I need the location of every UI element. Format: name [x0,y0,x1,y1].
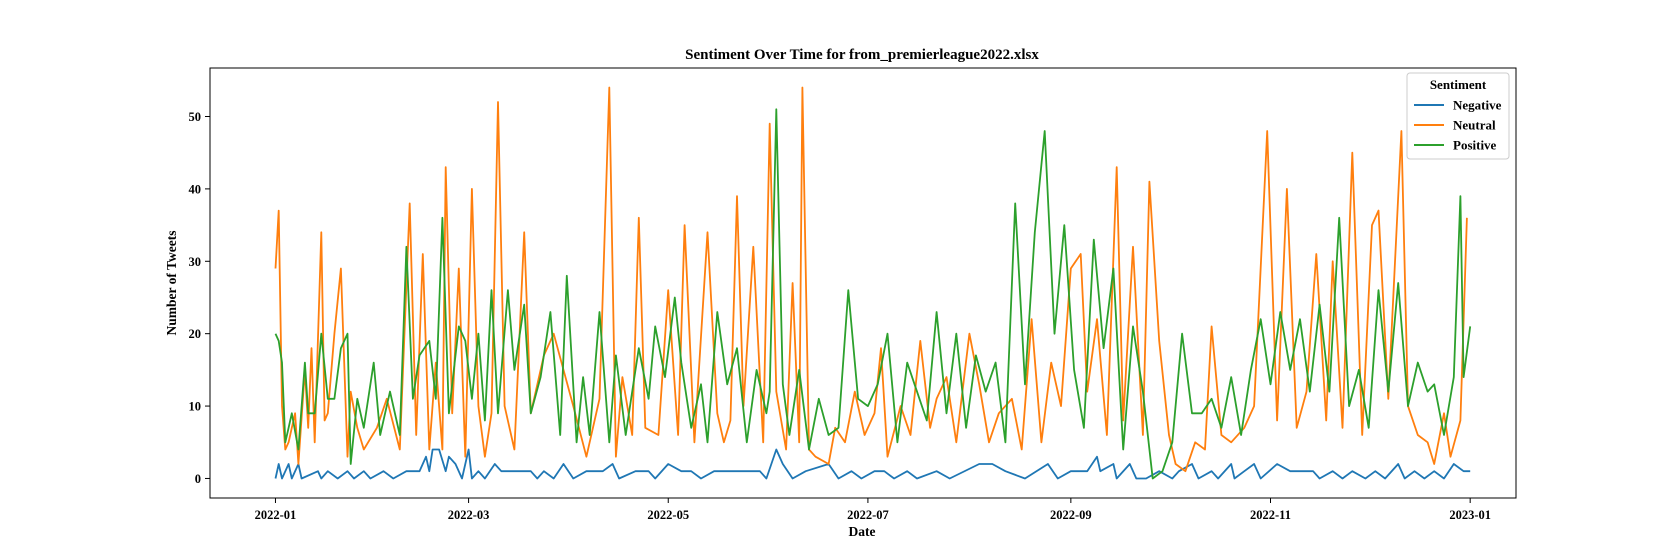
series-line-negative [274,448,1471,480]
legend-label-positive: Positive [1453,138,1497,153]
series-line-neutral [274,86,1468,473]
y-tick-label: 0 [195,472,201,486]
legend: Sentiment Negative Neutral Positive [1406,72,1510,160]
x-tick-label: 2022-07 [847,508,889,522]
y-tick-label: 30 [189,255,202,269]
y-tick-label: 10 [189,400,202,414]
x-tick-label: 2023-01 [1449,508,1491,522]
y-tick-label: 50 [189,110,202,124]
x-tick-label: 2022-09 [1050,508,1092,522]
x-axis-label: Date [849,524,876,539]
y-tick-label: 20 [189,327,202,341]
chart-title: Sentiment Over Time for from_premierleag… [685,47,1039,63]
y-axis: 0 10 20 30 40 50 [189,110,210,486]
x-axis: 2022-01 2022-03 2022-05 2022-07 2022-09 2022-… [255,498,1491,522]
legend-label-negative: Negative [1453,98,1502,113]
plot-lines [274,86,1472,480]
x-tick-label: 2022-03 [448,508,490,522]
plot-frame [209,67,1517,499]
x-tick-label: 2022-01 [255,508,297,522]
x-tick-label: 2022-11 [1250,508,1291,522]
x-tick-label: 2022-05 [647,508,689,522]
legend-box [1406,72,1510,160]
y-tick-label: 40 [189,182,202,196]
series-line-positive [274,108,1472,480]
legend-title: Sentiment [1430,77,1487,92]
legend-label-neutral: Neutral [1453,118,1496,133]
y-axis-label: Number of Tweets [164,231,179,336]
